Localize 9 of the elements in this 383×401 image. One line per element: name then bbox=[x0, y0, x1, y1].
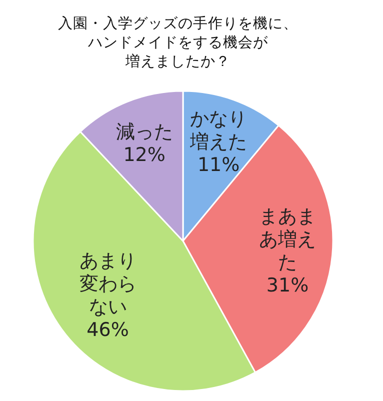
data-label: 31% bbox=[266, 274, 309, 296]
chart-title: 入園・入学グッズの手作りを機に、ハンドメイドをする機会が増えましたか？ bbox=[58, 15, 298, 70]
slice-label: かなり増えた bbox=[189, 108, 248, 154]
slice-label: あまり変わらない bbox=[79, 250, 136, 318]
data-label: 11% bbox=[197, 154, 240, 176]
data-label: 12% bbox=[123, 144, 166, 166]
slice-label: まあまあ増えた bbox=[259, 205, 316, 274]
slice-label: 減った bbox=[116, 120, 173, 143]
data-label: 46% bbox=[86, 319, 129, 342]
